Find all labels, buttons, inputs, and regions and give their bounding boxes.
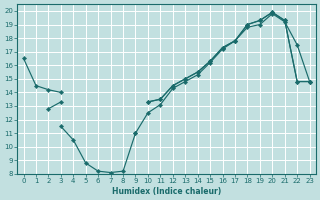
X-axis label: Humidex (Indice chaleur): Humidex (Indice chaleur) (112, 187, 221, 196)
